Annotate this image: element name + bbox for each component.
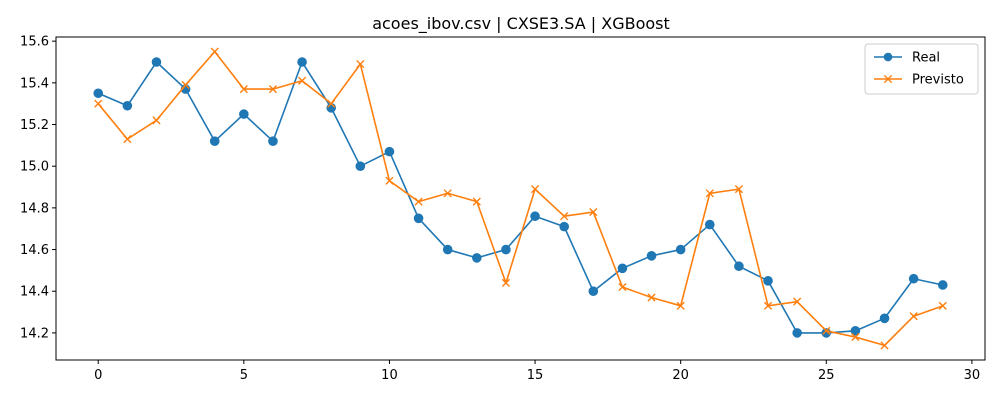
data-point-real (704, 219, 715, 230)
data-point-real (850, 326, 861, 336)
plot-area (93, 47, 948, 350)
data-point-previsto (851, 332, 860, 342)
x-tick-label: 0 (94, 368, 102, 383)
data-point-real (763, 276, 773, 286)
data-point-previsto (181, 80, 190, 90)
data-point-previsto (560, 212, 569, 221)
data-point-real (297, 57, 307, 67)
data-point-real (326, 103, 337, 113)
data-point-real (151, 57, 162, 67)
x-tick-label: 25 (818, 368, 835, 383)
series-line-previsto (97, 50, 944, 347)
data-point-previsto (705, 189, 714, 198)
data-point-previsto (385, 176, 394, 185)
data-point-previsto (880, 341, 889, 350)
data-point-previsto (327, 99, 336, 108)
data-point-previsto (647, 293, 656, 302)
axes: 0 5 10 15 20 25 30 14.2 14.4 14.6 14.8 15.0 15.2 15.4… (20, 35, 986, 383)
data-point-real (734, 261, 744, 272)
x-tick-label: 15 (527, 368, 544, 383)
data-point-real (442, 244, 453, 255)
data-point-real (472, 253, 482, 263)
x-tick-label: 10 (381, 368, 398, 383)
data-point-real (879, 313, 890, 324)
data-point-previsto (763, 301, 773, 310)
plot-frame (55, 36, 986, 361)
legend-label-previsto: Previsto (912, 73, 964, 88)
legend-marker-real (883, 52, 893, 62)
legend-marker-previsto (883, 74, 893, 84)
data-point-previsto (676, 301, 685, 310)
y-tick-label: 15.6 (20, 35, 49, 50)
data-point-previsto (618, 282, 627, 292)
data-point-previsto (938, 301, 947, 310)
y-tick-label: 14.2 (20, 326, 49, 341)
data-point-previsto (210, 47, 219, 56)
data-point-real (908, 273, 919, 284)
data-point-previsto (589, 207, 598, 217)
data-point-previsto (443, 189, 452, 198)
data-point-real (588, 286, 599, 297)
y-tick-label: 14.4 (20, 285, 49, 300)
y-tick-label: 15.2 (20, 118, 49, 133)
data-point-previsto (356, 59, 365, 69)
data-point-real (792, 328, 802, 338)
x-tick-label: 30 (964, 368, 981, 383)
data-point-real (530, 211, 540, 222)
data-point-previsto (793, 297, 802, 306)
data-point-real (937, 280, 948, 290)
data-point-previsto (239, 85, 248, 94)
data-point-previsto (909, 312, 918, 321)
y-tick-label: 15.4 (20, 76, 49, 91)
data-point-previsto (472, 197, 481, 206)
data-point-real (268, 136, 278, 146)
data-point-previsto (297, 76, 307, 85)
data-point-previsto (123, 135, 132, 144)
data-point-previsto (501, 278, 511, 287)
data-point-previsto (822, 326, 831, 335)
y-tick-label: 15.0 (20, 160, 49, 175)
x-tick-label: 20 (672, 368, 689, 383)
data-point-previsto (94, 99, 103, 108)
data-point-previsto (734, 185, 744, 194)
data-point-previsto (414, 197, 423, 206)
legend: Real Previsto (864, 43, 979, 95)
data-point-real (93, 88, 104, 99)
chart-title: acoes_ibov.csv | CXSE3.SA | XGBoost (372, 14, 670, 34)
data-point-real (675, 244, 686, 255)
x-tick-label: 5 (240, 368, 248, 383)
data-point-real (413, 213, 424, 224)
data-point-real (501, 244, 511, 255)
legend-label-real: Real (912, 51, 940, 66)
y-tick-label: 14.8 (20, 201, 49, 216)
data-point-real (209, 136, 220, 146)
data-point-previsto (152, 116, 161, 125)
data-point-previsto (268, 85, 278, 94)
data-point-real (384, 146, 395, 157)
data-point-real (617, 263, 628, 274)
data-point-real (559, 221, 569, 232)
data-point-previsto (530, 185, 540, 194)
data-point-real (239, 109, 249, 119)
data-point-real (646, 251, 657, 261)
data-point-real (355, 161, 366, 171)
y-tick-label: 14.6 (20, 243, 49, 258)
data-point-real (122, 100, 133, 111)
series-line-real (97, 61, 943, 334)
